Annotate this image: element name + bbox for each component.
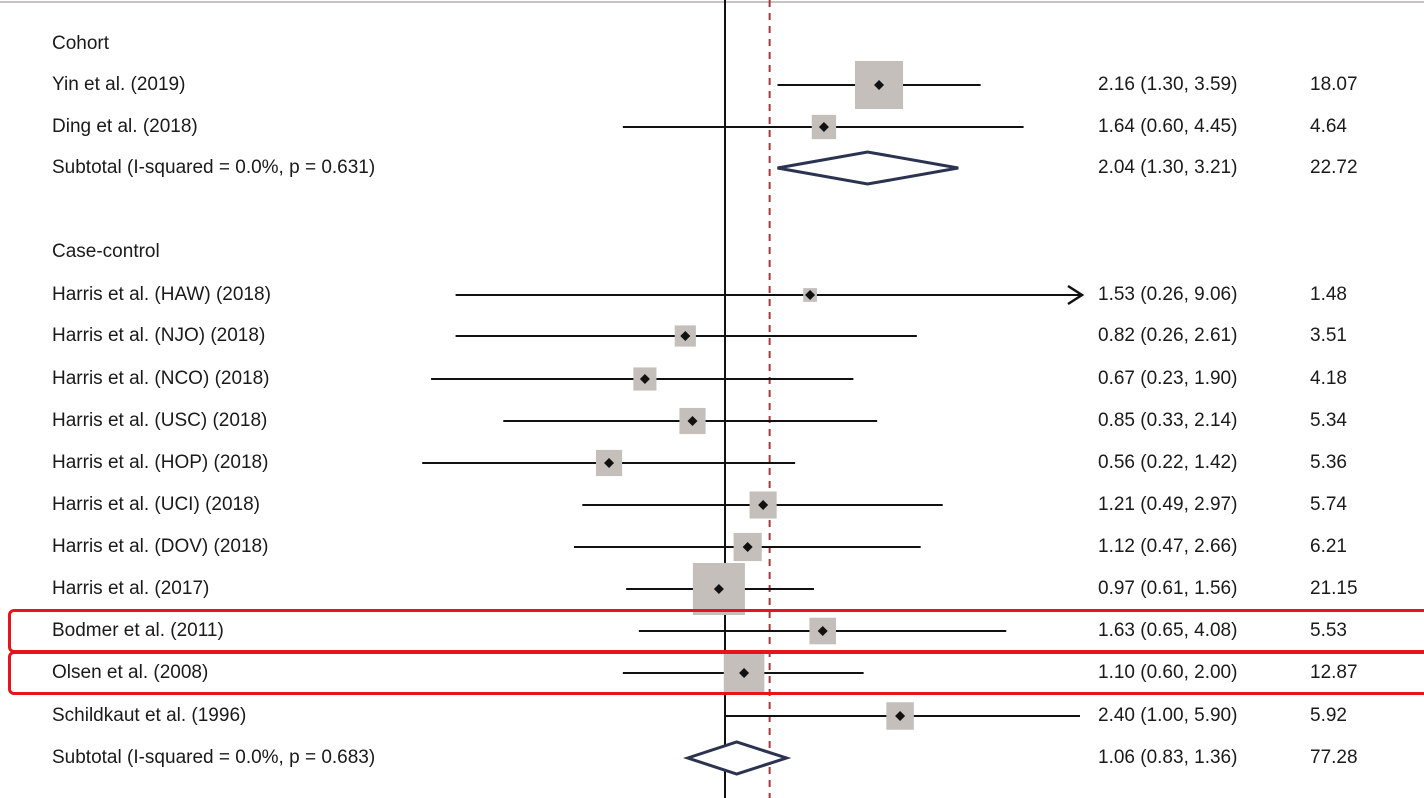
- subtotal-weight: 77.28: [1310, 747, 1358, 768]
- point-estimate: [817, 626, 828, 636]
- point-estimate: [680, 331, 691, 341]
- study-weight: 5.53: [1310, 620, 1347, 641]
- study-weight: 4.18: [1310, 368, 1347, 389]
- point-estimate: [639, 374, 650, 384]
- effect-estimate: 0.82 (0.26, 2.61): [1098, 325, 1238, 346]
- point-estimate: [805, 290, 816, 300]
- study-label: Ding et al. (2018): [52, 116, 198, 137]
- subtotal-estimate: 2.04 (1.30, 3.21): [1098, 157, 1238, 178]
- subtotal-label: Subtotal (I-squared = 0.0%, p = 0.683): [52, 747, 376, 768]
- study-weight: 12.87: [1310, 662, 1358, 683]
- subtotal-diamond: [777, 150, 959, 186]
- effect-estimate: 0.56 (0.22, 1.42): [1098, 452, 1238, 473]
- effect-estimate: 1.21 (0.49, 2.97): [1098, 494, 1238, 515]
- study-weight: 1.48: [1310, 284, 1347, 305]
- effect-estimate: 2.40 (1.00, 5.90): [1098, 705, 1238, 726]
- point-estimate: [874, 80, 885, 90]
- subtotal-label: Subtotal (I-squared = 0.0%, p = 0.631): [52, 157, 376, 178]
- point-estimate: [713, 584, 724, 594]
- subtotal-weight: 22.72: [1310, 157, 1358, 178]
- study-label: Harris et al. (2017): [52, 578, 210, 599]
- study-label: Bodmer et al. (2011): [52, 620, 224, 641]
- point-estimate: [739, 668, 750, 678]
- study-weight: 6.21: [1310, 536, 1347, 557]
- study-weight: 4.64: [1310, 116, 1347, 137]
- effect-estimate: 1.10 (0.60, 2.00): [1098, 662, 1238, 683]
- effect-estimate: 1.12 (0.47, 2.66): [1098, 536, 1238, 557]
- study-label: Harris et al. (NCO) (2018): [52, 368, 270, 389]
- effect-estimate: 0.67 (0.23, 1.90): [1098, 368, 1238, 389]
- effect-estimate: 1.53 (0.26, 9.06): [1098, 284, 1238, 305]
- point-estimate: [742, 542, 753, 552]
- effect-estimate: 2.16 (1.30, 3.59): [1098, 74, 1238, 95]
- subtotal-diamond: [682, 740, 792, 776]
- study-weight: 5.74: [1310, 494, 1347, 515]
- point-estimate: [758, 500, 769, 510]
- study-weight: 18.07: [1310, 74, 1358, 95]
- point-estimate: [604, 458, 615, 468]
- study-weight: 5.36: [1310, 452, 1347, 473]
- point-estimate: [687, 416, 698, 426]
- study-label: Schildkaut et al. (1996): [52, 705, 247, 726]
- effect-estimate: 0.97 (0.61, 1.56): [1098, 578, 1238, 599]
- study-label: Harris et al. (HAW) (2018): [52, 284, 271, 305]
- effect-estimate: 1.64 (0.60, 4.45): [1098, 116, 1238, 137]
- study-weight: 21.15: [1310, 578, 1358, 599]
- study-label: Harris et al. (DOV) (2018): [52, 536, 269, 557]
- ci-arrow: [1067, 284, 1085, 306]
- effect-estimate: 1.63 (0.65, 4.08): [1098, 620, 1238, 641]
- study-label: Yin et al. (2019): [52, 74, 186, 95]
- point-estimate: [895, 711, 906, 721]
- group-heading: Cohort: [52, 33, 110, 54]
- study-label: Harris et al. (USC) (2018): [52, 410, 268, 431]
- study-weight: 5.34: [1310, 410, 1347, 431]
- study-weight: 5.92: [1310, 705, 1347, 726]
- study-label: Harris et al. (HOP) (2018): [52, 452, 269, 473]
- study-weight: 3.51: [1310, 325, 1347, 346]
- point-estimate: [818, 122, 829, 132]
- study-label: Harris et al. (UCI) (2018): [52, 494, 260, 515]
- subtotal-estimate: 1.06 (0.83, 1.36): [1098, 747, 1238, 768]
- effect-estimate: 0.85 (0.33, 2.14): [1098, 410, 1238, 431]
- study-label: Harris et al. (NJO) (2018): [52, 325, 266, 346]
- group-heading: Case-control: [52, 241, 160, 262]
- study-label: Olsen et al. (2008): [52, 662, 209, 683]
